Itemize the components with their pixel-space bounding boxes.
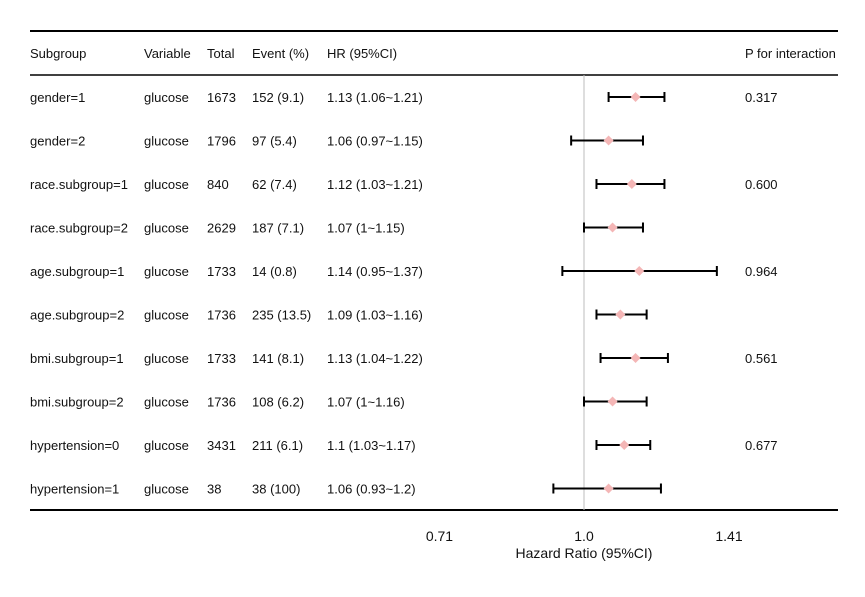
x-axis-title: Hazard Ratio (95%CI) xyxy=(516,545,653,561)
hr-cell: 1.07 (1~1.16) xyxy=(327,395,405,410)
col-header-variable: Variable xyxy=(144,46,191,61)
variable-cell: glucose xyxy=(144,264,189,279)
hr-point xyxy=(607,222,618,233)
event-cell: 97 (5.4) xyxy=(252,134,297,149)
total-cell: 1673 xyxy=(207,90,236,105)
variable-cell: glucose xyxy=(144,90,189,105)
subgroup-cell: gender=2 xyxy=(30,134,85,149)
variable-cell: glucose xyxy=(144,438,189,453)
subgroup-cell: bmi.subgroup=2 xyxy=(30,395,124,410)
p-interaction-cell: 0.561 xyxy=(745,351,778,366)
col-header-p: P for interaction xyxy=(745,46,836,61)
hr-point xyxy=(615,309,626,320)
table-row: race.subgroup=1 glucose 840 62 (7.4) 1.12 (1… xyxy=(30,177,778,192)
variable-cell: glucose xyxy=(144,177,189,192)
total-cell: 1733 xyxy=(207,264,236,279)
hr-point xyxy=(630,353,641,363)
p-interaction-cell: 0.317 xyxy=(745,90,778,105)
hr-cell: 1.06 (0.97~1.15) xyxy=(327,134,423,149)
hr-cell: 1.14 (0.95~1.37) xyxy=(327,264,423,279)
col-header-hr: HR (95%CI) xyxy=(327,46,397,61)
table-row: bmi.subgroup=2 glucose 1736 108 (6.2) 1.07 (… xyxy=(30,395,405,410)
event-cell: 14 (0.8) xyxy=(252,264,297,279)
hr-point xyxy=(626,179,637,189)
total-cell: 1736 xyxy=(207,395,236,410)
table-row: bmi.subgroup=1 glucose 1733 141 (8.1) 1.13 (… xyxy=(30,351,778,366)
forest-marks xyxy=(552,92,718,494)
x-tick-label: 1.41 xyxy=(715,528,742,544)
col-header-subgroup: Subgroup xyxy=(30,46,86,61)
table-row: hypertension=0 glucose 3431 211 (6.1) 1.1 (1… xyxy=(30,438,778,453)
table-rows: gender=1 glucose 1673 152 (9.1) 1.13 (1.06~1… xyxy=(30,90,778,497)
subgroup-cell: race.subgroup=1 xyxy=(30,177,128,192)
table-row: age.subgroup=1 glucose 1733 14 (0.8) 1.14 (0… xyxy=(30,264,778,279)
event-cell: 141 (8.1) xyxy=(252,351,304,366)
table-row: gender=1 glucose 1673 152 (9.1) 1.13 (1.06~1… xyxy=(30,90,778,105)
variable-cell: glucose xyxy=(144,221,189,236)
hr-point xyxy=(634,266,645,276)
hr-cell: 1.09 (1.03~1.16) xyxy=(327,308,423,323)
total-cell: 2629 xyxy=(207,221,236,236)
subgroup-cell: hypertension=0 xyxy=(30,438,119,453)
p-interaction-cell: 0.677 xyxy=(745,438,778,453)
subgroup-cell: age.subgroup=2 xyxy=(30,308,124,323)
hr-cell: 1.07 (1~1.15) xyxy=(327,221,405,236)
event-cell: 62 (7.4) xyxy=(252,177,297,192)
hr-cell: 1.12 (1.03~1.21) xyxy=(327,177,423,192)
event-cell: 108 (6.2) xyxy=(252,395,304,410)
hr-point xyxy=(603,135,614,146)
hr-point xyxy=(603,483,614,494)
subgroup-cell: gender=1 xyxy=(30,90,85,105)
variable-cell: glucose xyxy=(144,351,189,366)
event-cell: 152 (9.1) xyxy=(252,90,304,105)
event-cell: 211 (6.1) xyxy=(252,438,303,453)
subgroup-cell: hypertension=1 xyxy=(30,482,119,497)
hr-cell: 1.13 (1.06~1.21) xyxy=(327,90,423,105)
hr-point xyxy=(619,440,630,450)
hr-cell: 1.13 (1.04~1.22) xyxy=(327,351,423,366)
p-interaction-cell: 0.964 xyxy=(745,264,778,279)
col-header-event: Event (%) xyxy=(252,46,309,61)
total-cell: 38 xyxy=(207,482,221,497)
subgroup-cell: age.subgroup=1 xyxy=(30,264,124,279)
variable-cell: glucose xyxy=(144,482,189,497)
event-cell: 187 (7.1) xyxy=(252,221,304,236)
table-row: hypertension=1 glucose 38 38 (100) 1.06 (0.9… xyxy=(30,482,416,497)
p-interaction-cell: 0.600 xyxy=(745,177,778,192)
variable-cell: glucose xyxy=(144,134,189,149)
total-cell: 1733 xyxy=(207,351,236,366)
table-row: race.subgroup=2 glucose 2629 187 (7.1) 1.07 … xyxy=(30,221,405,236)
table-row: age.subgroup=2 glucose 1736 235 (13.5) 1.09 … xyxy=(30,308,423,323)
hr-cell: 1.1 (1.03~1.17) xyxy=(327,438,416,453)
variable-cell: glucose xyxy=(144,395,189,410)
hr-cell: 1.06 (0.93~1.2) xyxy=(327,482,416,497)
event-cell: 38 (100) xyxy=(252,482,300,497)
total-cell: 1736 xyxy=(207,308,236,323)
x-tick-label: 0.71 xyxy=(426,528,453,544)
variable-cell: glucose xyxy=(144,308,189,323)
total-cell: 1796 xyxy=(207,134,236,149)
total-cell: 840 xyxy=(207,177,229,192)
hr-point xyxy=(607,396,618,407)
total-cell: 3431 xyxy=(207,438,236,453)
table-row: gender=2 glucose 1796 97 (5.4) 1.06 (0.97~1.… xyxy=(30,134,423,149)
x-axis-ticks: 0.71 1.0 1.41 xyxy=(426,528,743,544)
event-cell: 235 (13.5) xyxy=(252,308,311,323)
col-header-total: Total xyxy=(207,46,235,61)
subgroup-cell: bmi.subgroup=1 xyxy=(30,351,124,366)
hr-point xyxy=(630,92,641,102)
subgroup-cell: race.subgroup=2 xyxy=(30,221,128,236)
x-tick-label: 1.0 xyxy=(574,528,594,544)
